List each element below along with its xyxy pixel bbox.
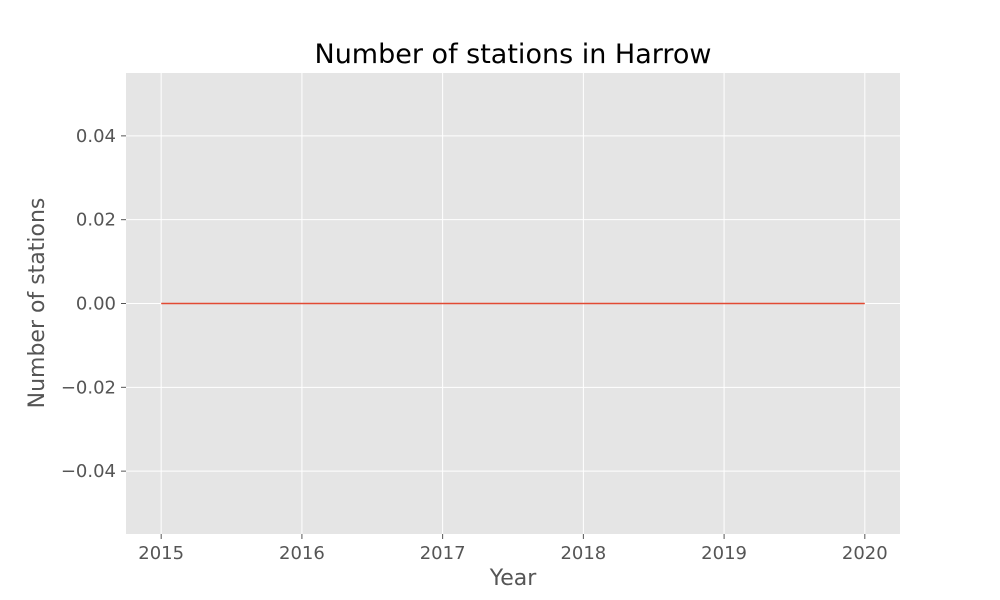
y-tick-label: 0.00 (76, 294, 116, 315)
y-axis-label: Number of stations (25, 198, 50, 409)
ticks: 2015 2016 2017 2018 2019 2020 −0.04 −0.02 0.00 0.… (61, 126, 888, 564)
y-tick-label: −0.02 (61, 377, 116, 398)
x-tick-label: 2020 (842, 543, 888, 564)
x-tick-label: 2019 (701, 543, 747, 564)
x-tick-label: 2015 (138, 543, 184, 564)
y-tick-label: −0.04 (61, 461, 116, 482)
y-tick-label: 0.04 (76, 126, 116, 147)
chart-title: Number of stations in Harrow (315, 39, 712, 70)
y-tick-label: 0.02 (76, 210, 116, 231)
x-tick-label: 2018 (560, 543, 606, 564)
x-tick-label: 2017 (420, 543, 466, 564)
x-tick-label: 2016 (279, 543, 325, 564)
x-axis-label: Year (489, 566, 538, 591)
